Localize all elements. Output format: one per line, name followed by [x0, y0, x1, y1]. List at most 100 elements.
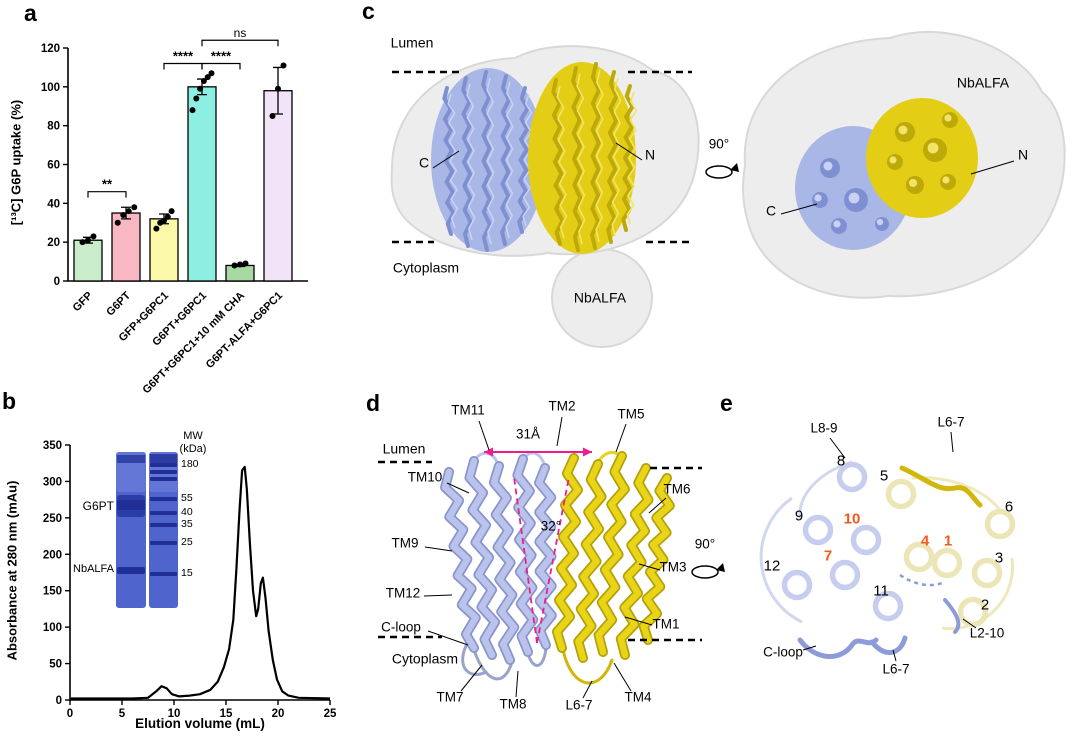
panel-c-nbalfa-label-side: NbALFA [573, 289, 627, 306]
pointer-line [615, 142, 643, 161]
density-streak [461, 76, 473, 248]
y-tick-label: 40 [47, 198, 60, 210]
tm-label-TM7: TM7 [436, 689, 464, 705]
data-point [231, 262, 238, 269]
panel-c-rotation-label: 90° [708, 136, 730, 152]
x-tick-label: 20 [272, 708, 285, 720]
data-point [193, 95, 200, 102]
helix-number-4: 4 [920, 532, 930, 550]
pointer-line [432, 150, 460, 169]
density-streak [442, 86, 456, 236]
panel-c-maps [390, 30, 1066, 348]
density-highlight [611, 77, 622, 237]
pointer-line [648, 497, 667, 514]
data-point [131, 204, 138, 211]
loop [472, 648, 514, 681]
density-streak [590, 62, 601, 250]
density-blob-core [889, 156, 897, 164]
panel-b-chart: 0 50 100 150 200 250 300 350 0 5 10 15 20 25 [43, 440, 337, 720]
mw-value-40: 40 [181, 506, 193, 518]
y-tick-label: 100 [43, 622, 62, 634]
density-highlight [576, 73, 586, 245]
helix-number-8: 8 [836, 452, 846, 470]
helix-number-2: 2 [980, 596, 990, 614]
l6-7-loop-blue [869, 635, 908, 655]
y-tick-label: 20 [47, 237, 60, 249]
density-streak [517, 86, 530, 234]
helix-ring-yellow [931, 547, 963, 579]
gel-ladder-band [150, 511, 177, 515]
pointer-line [638, 563, 661, 571]
pointer-line [950, 431, 954, 453]
rotation-arrowhead [730, 163, 739, 172]
loop-label-L6-7-1: L6-7 [937, 414, 965, 430]
helix [575, 460, 605, 662]
data-point [200, 78, 207, 85]
y-tick-label: 200 [43, 549, 62, 561]
x-tick-label: 15 [220, 708, 233, 720]
pointer-line [478, 420, 490, 451]
helix-ring-blue [872, 590, 904, 622]
gel-band-nbalfa [117, 567, 145, 574]
y-tick-label: 120 [41, 43, 60, 55]
helix-number-10: 10 [843, 510, 861, 528]
y-tick-label: 0 [56, 695, 62, 707]
rotation-arrowhead [716, 563, 725, 572]
panel-e-topview [759, 431, 1016, 662]
pointer-line [460, 664, 483, 692]
significance-bracket [87, 191, 127, 198]
ribbon-arc [798, 460, 853, 521]
panel-d-cytoplasm-label: Cytoplasm [391, 650, 459, 667]
pointer-line [424, 546, 453, 552]
helix [490, 462, 518, 664]
x-tick-label: 0 [67, 708, 73, 720]
helix [553, 454, 582, 652]
density-blob-core [823, 161, 833, 171]
panel-d-lumen-label: Lumen [382, 440, 426, 457]
tm-label-C-loop: C-loop [381, 619, 421, 635]
panel-d-distance-label: 31Å [515, 426, 541, 442]
loop-label-C-loop-3: C-loop [763, 644, 803, 660]
panel-c-c-terminus-label: C [418, 154, 430, 171]
tm-label-TM4: TM4 [624, 689, 652, 705]
helix [466, 457, 499, 659]
data-point [125, 208, 132, 215]
y-tick-label: 350 [43, 440, 62, 452]
helix-number-3: 3 [994, 549, 1004, 567]
helix-number-1: 1 [943, 532, 953, 550]
tm-label-TM3: TM3 [659, 559, 687, 575]
x-tick-label: 5 [119, 708, 126, 720]
pointer-line [970, 160, 1015, 175]
tm-label-L6-7: L6-7 [565, 697, 593, 713]
density-streak [481, 70, 492, 252]
significance-bracket [163, 62, 203, 70]
data-point [204, 74, 211, 81]
bar-G6PT+G6PC1 [187, 86, 217, 282]
y-tick-label: 80 [47, 121, 60, 133]
panel-c-lumen-label: Lumen [390, 34, 434, 51]
data-point [189, 107, 196, 114]
helix-ring-yellow [971, 557, 1003, 589]
density-streak [606, 70, 619, 244]
density-highlight [626, 91, 638, 225]
helix-ring-yellow [984, 508, 1016, 540]
tm-label-TM9: TM9 [391, 535, 419, 551]
pointer-line [423, 594, 453, 597]
gel-ladder-band [150, 477, 177, 481]
y-tick-label: 300 [43, 476, 62, 488]
helix-ring-blue [836, 461, 868, 493]
category-label: G6PT [104, 289, 133, 318]
y-tick-label: 250 [43, 513, 62, 525]
panel-b-x-axis-title: Elution volume (mL) [135, 716, 265, 731]
density-blob-core [814, 194, 822, 202]
panel-label-a: a [24, 0, 37, 26]
gel-ladder-band [150, 470, 177, 474]
pointer-line [515, 670, 519, 698]
loop-label-L8-9-0: L8-9 [810, 420, 838, 436]
helix-ring-yellow [885, 478, 917, 510]
pointer-line [624, 616, 653, 626]
tm-label-TM6: TM6 [663, 481, 691, 497]
helix [595, 452, 629, 656]
gel-mw-title: MW [183, 430, 203, 442]
